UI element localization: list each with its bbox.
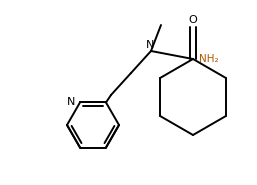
- Text: O: O: [189, 15, 197, 25]
- Text: N: N: [146, 40, 154, 50]
- Text: NH₂: NH₂: [199, 54, 219, 64]
- Text: N: N: [67, 97, 75, 107]
